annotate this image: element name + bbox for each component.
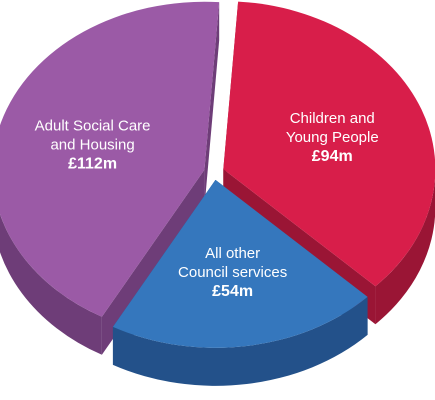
pie-slice-cut-face <box>204 2 220 208</box>
slice-label: All other <box>205 245 260 262</box>
pie-tops: Children and Young People £94m All other Cou… <box>0 1 435 348</box>
slice-label: Young People <box>286 129 379 146</box>
pie-slice <box>0 1 220 317</box>
slice-label-group: Adult Social Care and Housing £112m <box>35 118 151 173</box>
slice-value-label: £94m <box>312 148 353 165</box>
slice-label: Children and <box>290 110 375 127</box>
pie-slice-side <box>0 214 102 355</box>
pie-slice-side <box>375 178 435 325</box>
slice-label: and Housing <box>50 137 134 154</box>
slice-value-label: £112m <box>68 156 117 173</box>
slice-label-group: All other Council services £54m <box>178 245 287 300</box>
slice-label-group: Children and Young People £94m <box>286 110 379 165</box>
pie-slice-side <box>112 296 368 386</box>
slice-label: Council services <box>178 264 287 281</box>
pie-slice <box>223 1 435 287</box>
slice-value-label: £54m <box>212 283 253 300</box>
pie-slice <box>112 179 368 348</box>
slice-label: Adult Social Care <box>35 118 151 135</box>
